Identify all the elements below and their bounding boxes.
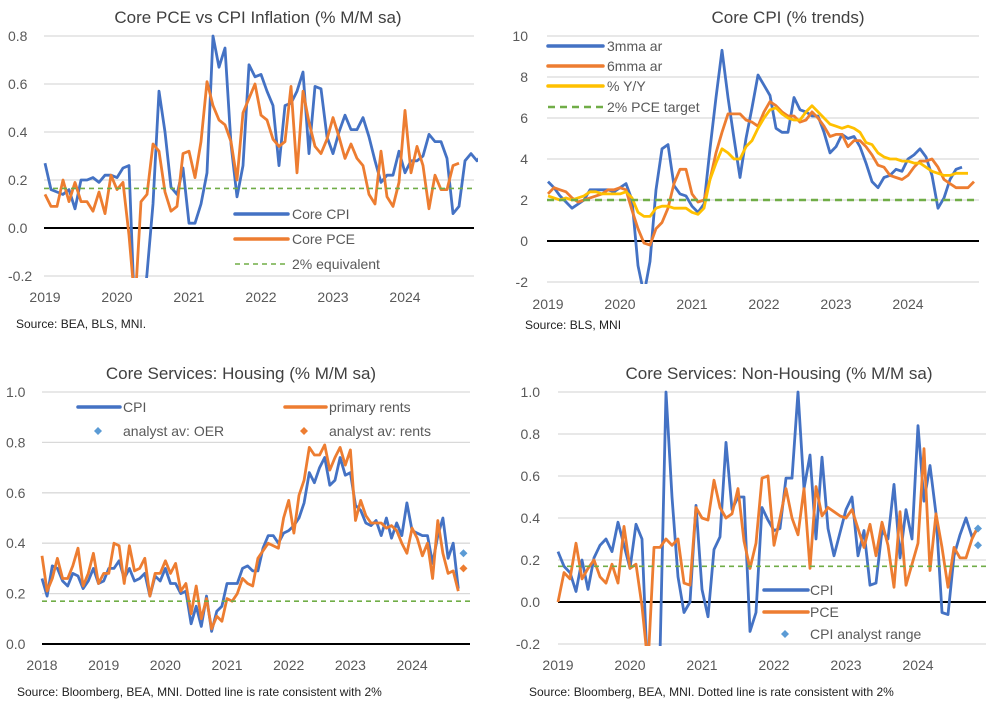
x-tick-label: 2020 bbox=[614, 657, 645, 673]
chart-title: Core CPI (% trends) bbox=[711, 8, 864, 27]
x-tick-label: 2022 bbox=[748, 296, 779, 312]
x-tick-label: 2022 bbox=[245, 289, 276, 305]
chart-title: Core PCE vs CPI Inflation (% M/M sa) bbox=[114, 8, 401, 27]
legend-label-6mma-ar: 6mma ar bbox=[607, 58, 663, 74]
x-tick-label: 2022 bbox=[758, 657, 789, 673]
legend-label-cpi: CPI bbox=[810, 582, 833, 598]
legend-swatch-analyst-av-rents bbox=[300, 427, 308, 435]
x-tick-label: 2020 bbox=[101, 289, 132, 305]
x-tick-label: 2020 bbox=[150, 657, 181, 673]
x-tick-label: 2023 bbox=[820, 296, 851, 312]
y-tick-label: 0.6 bbox=[8, 76, 28, 92]
series-analyst-av-oer-marker bbox=[459, 549, 468, 558]
series-y-y-line bbox=[547, 104, 968, 218]
x-tick-label: 2019 bbox=[532, 296, 563, 312]
x-tick-label: 2019 bbox=[542, 657, 573, 673]
chart-source: Source: Bloomberg, BEA, MNI. Dotted line… bbox=[529, 685, 894, 699]
y-tick-label: 0.0 bbox=[521, 594, 541, 610]
y-tick-label: 0.0 bbox=[8, 220, 28, 236]
chart-source: Source: BLS, MNI bbox=[525, 318, 621, 332]
y-tick-label: 0.2 bbox=[8, 172, 28, 188]
legend-label-primary-rents: primary rents bbox=[329, 399, 411, 415]
series-analyst-av-rents-marker bbox=[459, 564, 468, 573]
legend-label-y-y: % Y/Y bbox=[607, 78, 646, 94]
chart-source: Source: BEA, BLS, MNI. bbox=[16, 317, 146, 331]
legend-label-2-equivalent: 2% equivalent bbox=[292, 256, 380, 272]
x-tick-label: 2019 bbox=[29, 289, 60, 305]
legend-label-pce: PCE bbox=[810, 604, 839, 620]
y-tick-label: 4 bbox=[520, 151, 528, 167]
y-tick-label: 0.8 bbox=[8, 28, 28, 44]
series-cpi-analyst-range-marker bbox=[974, 524, 982, 533]
x-tick-label: 2023 bbox=[830, 657, 861, 673]
legend-label-2-pce-target: 2% PCE target bbox=[607, 99, 700, 115]
x-tick-label: 2018 bbox=[26, 657, 57, 673]
legend-label-cpi-analyst-range: CPI analyst range bbox=[810, 626, 921, 642]
y-tick-label: 6 bbox=[520, 110, 528, 126]
x-tick-label: 2023 bbox=[335, 657, 366, 673]
y-tick-label: 8 bbox=[520, 69, 528, 85]
series-6mma-ar-line bbox=[546, 100, 975, 247]
x-tick-label: 2024 bbox=[902, 657, 933, 673]
x-tick-label: 2021 bbox=[686, 657, 717, 673]
y-tick-label: 0.6 bbox=[521, 468, 541, 484]
y-tick-label: 0.0 bbox=[6, 636, 26, 652]
y-tick-label: 2 bbox=[520, 192, 528, 208]
series-cpi-line bbox=[40, 456, 460, 633]
x-tick-label: 2021 bbox=[173, 289, 204, 305]
x-tick-label: 2021 bbox=[676, 296, 707, 312]
y-tick-label: 0.2 bbox=[6, 586, 26, 602]
chart-title: Core Services: Housing (% M/M sa) bbox=[106, 364, 376, 383]
legend-label-analyst-av-oer: analyst av: OER bbox=[123, 423, 224, 439]
x-tick-label: 2024 bbox=[892, 296, 923, 312]
series-primary-rents-line bbox=[40, 443, 460, 631]
series-pce-line bbox=[556, 447, 980, 646]
x-tick-label: 2020 bbox=[604, 296, 635, 312]
x-tick-label: 2024 bbox=[397, 657, 428, 673]
y-tick-label: 10 bbox=[512, 28, 528, 44]
y-tick-label: 0.2 bbox=[521, 552, 541, 568]
legend-label-3mma-ar: 3mma ar bbox=[607, 38, 663, 54]
legend-label-core-cpi: Core CPI bbox=[292, 206, 350, 222]
legend-label-cpi: CPI bbox=[123, 399, 146, 415]
legend-swatch-analyst-av-oer bbox=[94, 427, 102, 435]
y-tick-label: 0 bbox=[520, 233, 528, 249]
y-tick-label: -2 bbox=[516, 274, 529, 290]
x-tick-label: 2022 bbox=[273, 657, 304, 673]
y-tick-label: 0.8 bbox=[521, 426, 541, 442]
y-tick-label: 0.6 bbox=[6, 485, 26, 501]
series-core-pce-line bbox=[43, 80, 460, 278]
x-tick-label: 2024 bbox=[389, 289, 420, 305]
series-cpi-analyst-range-marker bbox=[974, 541, 982, 550]
chart-title: Core Services: Non-Housing (% M/M sa) bbox=[625, 364, 932, 383]
y-tick-label: 1.0 bbox=[6, 384, 26, 400]
y-tick-label: 0.4 bbox=[521, 510, 541, 526]
x-tick-label: 2023 bbox=[317, 289, 348, 305]
chart-source: Source: Bloomberg, BEA, MNI. Dotted line… bbox=[17, 685, 382, 699]
x-tick-label: 2021 bbox=[211, 657, 242, 673]
y-tick-label: 0.4 bbox=[8, 124, 28, 140]
y-tick-label: 0.8 bbox=[6, 434, 26, 450]
y-tick-label: 0.4 bbox=[6, 535, 26, 551]
legend-label-core-pce: Core PCE bbox=[292, 231, 355, 247]
x-tick-label: 2019 bbox=[88, 657, 119, 673]
y-tick-label: -0.2 bbox=[516, 636, 540, 652]
chart-core-pce-vs-cpi: 0.8 0.6 0.4 0.2 0.0 -0.2 2019 2020 2021 2022 2023 2… bbox=[8, 8, 478, 331]
legend-swatch-cpi-analyst-range bbox=[781, 630, 789, 638]
y-tick-label: 1.0 bbox=[521, 384, 541, 400]
y-tick-label: -0.2 bbox=[8, 268, 32, 284]
legend-label-analyst-av-rents: analyst av: rents bbox=[329, 423, 431, 439]
